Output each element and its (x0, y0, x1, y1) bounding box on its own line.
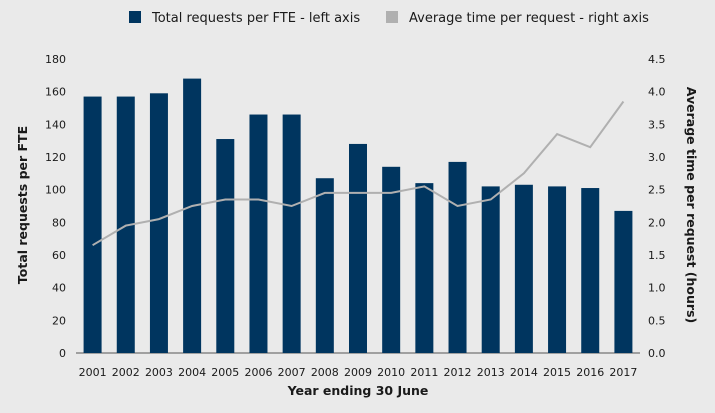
left-tick-label: 20 (52, 314, 66, 327)
right-axis-ticks: 0.0 0.5 1.0 1.5 2.0 2.5 3.0 3.5 4.0 4.5 (648, 53, 666, 360)
x-tick-label: 2007 (278, 366, 306, 379)
bar (382, 166, 401, 353)
line-series (92, 100, 625, 247)
left-tick-label: 100 (45, 184, 66, 197)
x-tick-label: 2002 (112, 366, 140, 379)
right-tick-label: 1.0 (648, 282, 666, 295)
right-tick-label: 2.5 (648, 184, 666, 197)
x-tick-label: 2011 (410, 366, 438, 379)
x-tick-label: 2012 (444, 366, 472, 379)
legend-label-bars: Total requests per FTE - left axis (151, 11, 360, 26)
right-tick-label: 1.5 (648, 249, 666, 262)
bar (349, 143, 367, 353)
x-tick-label: 2006 (244, 366, 272, 379)
bar (183, 78, 202, 353)
x-tick-label: 2013 (477, 366, 505, 379)
bar (614, 210, 633, 353)
bar (149, 93, 168, 354)
left-axis-title: Total requests per FTE (15, 126, 30, 284)
bar (249, 114, 268, 354)
legend-swatch-bars (129, 11, 141, 23)
bar (514, 184, 533, 353)
right-tick-label: 3.0 (648, 151, 666, 164)
bar (481, 186, 500, 353)
x-axis-title: Year ending 30 June (287, 383, 429, 398)
x-tick-label: 2009 (344, 366, 372, 379)
x-tick-label: 2017 (609, 366, 637, 379)
right-tick-label: 0.0 (648, 347, 666, 360)
left-tick-label: 180 (45, 53, 66, 66)
bar (448, 161, 467, 353)
x-tick-label: 2010 (377, 366, 405, 379)
legend: Total requests per FTE - left axis Avera… (129, 11, 649, 26)
left-tick-label: 60 (52, 249, 66, 262)
bar (581, 188, 600, 353)
bar (83, 96, 102, 354)
legend-swatch-line (386, 11, 398, 23)
x-tick-label: 2001 (79, 366, 107, 379)
bar (216, 139, 235, 353)
left-tick-label: 140 (45, 118, 66, 131)
right-axis-title: Average time per request (hours) (684, 87, 699, 323)
right-tick-label: 0.5 (648, 314, 666, 327)
left-tick-label: 0 (59, 347, 66, 360)
right-tick-label: 4.0 (648, 86, 666, 99)
bar (548, 186, 567, 353)
left-tick-label: 160 (45, 86, 66, 99)
right-tick-label: 3.5 (648, 118, 666, 131)
x-tick-label: 2004 (178, 366, 206, 379)
x-tick-label: 2008 (311, 366, 339, 379)
x-tick-label: 2005 (211, 366, 239, 379)
bar-series (83, 78, 633, 354)
legend-label-line: Average time per request - right axis (409, 11, 649, 26)
bar (282, 114, 301, 354)
x-tick-label: 2003 (145, 366, 173, 379)
left-axis-ticks: 0 20 40 60 80 100 120 140 160 180 (45, 53, 66, 360)
x-tick-label: 2016 (576, 366, 604, 379)
x-axis-ticks: 2001 2002 2003 2004 2005 2006 2007 2008 2009 2010… (79, 366, 638, 379)
bar (315, 178, 334, 353)
bar (415, 183, 434, 353)
right-tick-label: 2.0 (648, 216, 666, 229)
right-tick-label: 4.5 (648, 53, 666, 66)
left-tick-label: 120 (45, 151, 66, 164)
x-tick-label: 2015 (543, 366, 571, 379)
x-tick-label: 2014 (510, 366, 538, 379)
left-tick-label: 40 (52, 282, 66, 295)
left-tick-label: 80 (52, 216, 66, 229)
